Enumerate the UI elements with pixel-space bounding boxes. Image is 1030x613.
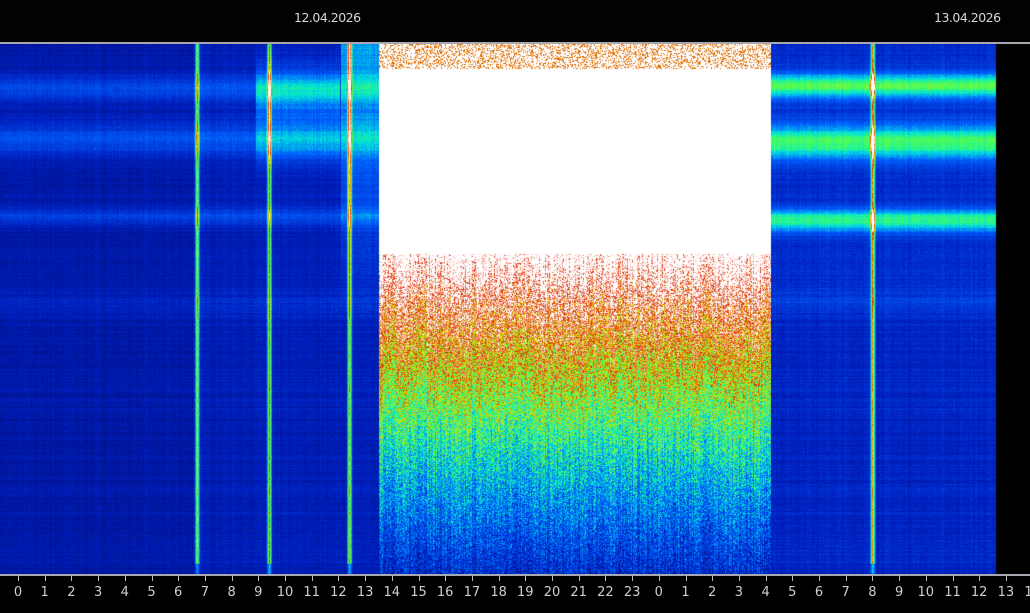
- x-tick-label: 3: [734, 585, 744, 600]
- x-tick: [1005, 576, 1007, 581]
- x-axis: 0 1 2 3 4 5 6 7 8 9 10 11 12 13 14 15 16 17 18 19 20 21 22 23 0 1…: [0, 576, 1030, 613]
- x-tick: [819, 576, 820, 581]
- x-tick-label: 4: [761, 585, 770, 600]
- x-tick: [445, 576, 447, 581]
- x-tick-label: 1: [681, 585, 690, 600]
- x-tick-label: 19: [517, 585, 534, 600]
- x-tick: [658, 576, 660, 581]
- x-tick-label: 23: [623, 585, 641, 600]
- x-tick: [98, 576, 100, 581]
- x-tick: [632, 576, 634, 581]
- x-tick: [71, 576, 73, 581]
- x-tick: [204, 576, 206, 581]
- x-tick-label: 5: [147, 585, 156, 600]
- chart-header: 12.04.2026 13.04.2026: [0, 0, 1030, 42]
- date-label-end: 13.04.2026: [934, 10, 1001, 25]
- x-tick: [311, 576, 313, 581]
- x-tick: [231, 576, 233, 581]
- x-tick-label: 7: [200, 585, 210, 600]
- x-tick: [552, 576, 553, 581]
- x-tick-label: 18: [490, 585, 507, 600]
- date-label-start: 12.04.2026: [294, 10, 361, 25]
- x-tick-label: 14: [1024, 585, 1030, 600]
- x-tick: [418, 576, 420, 581]
- x-tick-label: 5: [788, 585, 797, 600]
- x-tick: [18, 576, 19, 581]
- x-tick-label: 1: [40, 585, 49, 600]
- x-tick: [365, 576, 367, 581]
- x-tick: [899, 576, 901, 581]
- x-tick-label: 8: [868, 585, 877, 600]
- x-tick: [685, 576, 687, 581]
- x-tick: [952, 576, 954, 581]
- x-tick-label: 2: [67, 585, 76, 600]
- spectrogram-heatmap: [0, 44, 1030, 574]
- x-tick-label: 10: [917, 585, 935, 600]
- x-tick: [151, 576, 153, 581]
- x-tick-label: 22: [597, 585, 614, 600]
- x-tick-label: 0: [13, 585, 23, 600]
- x-tick-label: 11: [303, 585, 320, 600]
- x-tick-label: 21: [570, 585, 587, 600]
- x-tick-label: 0: [654, 585, 663, 600]
- x-tick: [258, 576, 260, 581]
- x-tick: [765, 576, 767, 581]
- x-tick-label: 13: [997, 585, 1015, 600]
- x-tick-label: 16: [436, 585, 454, 600]
- x-tick: [845, 576, 847, 581]
- x-tick: [578, 576, 580, 581]
- x-tick: [738, 576, 740, 581]
- x-tick-label: 6: [814, 585, 824, 600]
- x-tick-label: 14: [383, 585, 401, 600]
- x-tick: [792, 576, 794, 581]
- x-tick-label: 9: [894, 585, 904, 600]
- x-tick-label: 12: [970, 585, 988, 600]
- x-tick-label: 2: [708, 585, 717, 600]
- x-tick-label: 4: [120, 585, 129, 600]
- x-tick-label: 7: [841, 585, 850, 600]
- x-tick: [124, 576, 126, 581]
- x-tick-label: 15: [410, 585, 427, 600]
- x-tick: [338, 576, 340, 581]
- x-tick-label: 20: [543, 585, 561, 600]
- x-tick-label: 11: [944, 585, 961, 600]
- x-tick: [285, 576, 286, 581]
- x-tick: [44, 576, 46, 581]
- x-tick: [178, 576, 180, 581]
- x-tick: [979, 576, 981, 581]
- x-tick: [872, 576, 874, 581]
- x-tick-label: 17: [463, 585, 481, 600]
- x-tick: [471, 576, 473, 581]
- x-tick: [605, 576, 607, 581]
- axis-line: [0, 574, 1030, 576]
- x-tick-label: 6: [174, 585, 183, 600]
- top-border: [0, 42, 1030, 44]
- x-tick-label: 8: [227, 585, 236, 600]
- x-tick-label: 10: [276, 585, 294, 600]
- x-tick: [712, 576, 714, 581]
- x-tick-label: 9: [254, 585, 263, 600]
- x-tick: [925, 576, 927, 581]
- x-tick: [498, 576, 500, 581]
- x-tick-label: 3: [93, 585, 103, 600]
- x-tick-label: 13: [356, 585, 374, 600]
- x-tick: [391, 576, 393, 581]
- x-tick-label: 12: [330, 585, 347, 600]
- x-tick: [525, 576, 527, 581]
